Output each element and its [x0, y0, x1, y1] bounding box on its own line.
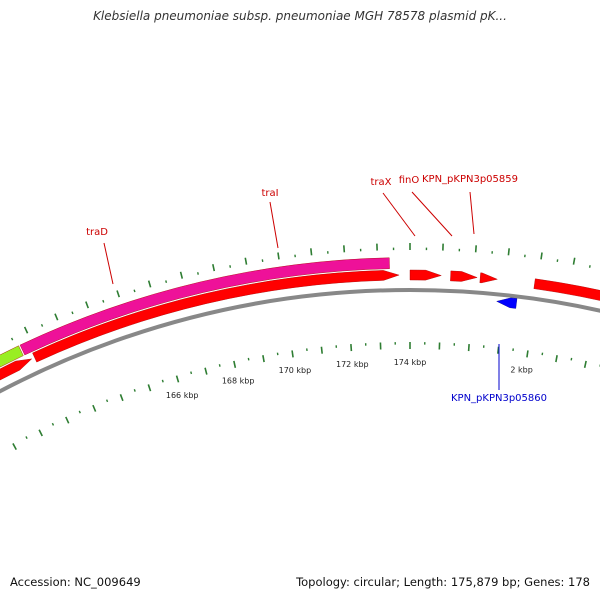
inner-tick: [555, 355, 558, 363]
inner-tick: [147, 384, 152, 392]
gene-label-1: traI: [261, 188, 278, 199]
map-title: Klebsiella pneumoniae subsp. pneumoniae …: [93, 9, 507, 23]
gene-label-5: KPN_pKPN3p05860: [451, 393, 547, 404]
outer-tick: [23, 326, 29, 334]
inner-tick: [583, 360, 587, 368]
tick-label-1: 168 kbp: [222, 376, 255, 385]
gene-label-2: traX: [370, 177, 391, 188]
inner-tick: [320, 346, 323, 354]
inner-tick: [12, 443, 17, 450]
tick-labels: 166 kbp 168 kbp 170 kbp 172 kbp 174 kbp 2 kbp: [166, 358, 533, 400]
inner-tick: [497, 346, 500, 354]
gene-arrow: [479, 272, 498, 284]
inner-tick: [233, 360, 237, 368]
inner-tick: [78, 410, 81, 414]
outer-tick: [40, 323, 44, 327]
gene-label-0: traD: [86, 227, 108, 238]
gene-highlight-trad: [0, 345, 24, 368]
outer-tick: [133, 289, 136, 293]
gene-leader-line: [469, 191, 475, 235]
inner-tick: [92, 404, 97, 412]
gene-arrow: [0, 358, 33, 381]
inner-tick: [291, 350, 294, 358]
inner-tick: [38, 429, 43, 437]
tick-label-0: 166 kbp: [166, 391, 199, 400]
outer-tick: [71, 311, 74, 315]
inner-tick: [204, 367, 208, 375]
gene-leader-line: [269, 201, 279, 249]
tick-label-4: 174 kbp: [394, 358, 427, 367]
inner-tick: [262, 355, 265, 363]
outer-tick: [310, 248, 313, 256]
inner-tick: [119, 394, 124, 402]
inner-tick: [218, 364, 221, 367]
outer-tick: [116, 290, 121, 298]
gene-arrow: [32, 270, 400, 363]
genome-summary: Topology: circular; Length: 175,879 bp; …: [296, 575, 590, 589]
inner-tick-ring: [12, 342, 600, 450]
inner-tick: [51, 422, 55, 426]
outer-tick: [147, 280, 152, 288]
inner-tick: [175, 375, 180, 383]
outer-tick: [212, 264, 216, 272]
gene-arrow: [533, 278, 600, 301]
plasmid-backbone: [0, 288, 600, 394]
outer-tick: [572, 257, 576, 265]
outer-tick: [244, 257, 248, 265]
gene-label-3: finO: [399, 175, 420, 186]
inner-tick: [190, 371, 193, 375]
outer-tick: [165, 280, 168, 284]
gene-label-4: KPN_pKPN3p05859: [422, 174, 518, 185]
gene-arrow: [450, 270, 478, 282]
outer-tick: [197, 272, 199, 275]
gene-labels: traD traI traX finO KPN_pKPN3p05859 KPN_pKPN3…: [86, 174, 547, 404]
inner-tick: [526, 350, 529, 358]
outer-tick: [540, 252, 543, 260]
tick-label-2: 170 kbp: [279, 366, 312, 375]
feature-track: [0, 257, 600, 381]
outer-tick: [54, 313, 59, 321]
outer-tick: [85, 301, 90, 309]
inner-tick: [25, 436, 28, 439]
tick-label-5: 2 kbp: [510, 366, 532, 375]
gene-arrow-reverse: [496, 297, 518, 309]
inner-tick: [161, 379, 164, 383]
outer-tick: [277, 252, 280, 260]
inner-tick: [133, 389, 136, 392]
inner-tick: [65, 416, 70, 424]
outer-tick: [179, 271, 184, 279]
outer-tick: [102, 299, 105, 303]
inner-tick: [105, 399, 109, 403]
outer-tick: [10, 337, 14, 341]
accession-text: Accession: NC_009649: [10, 575, 141, 589]
gene-leader-line: [411, 191, 453, 237]
outer-tick: [507, 248, 510, 256]
gene-arrow: [409, 269, 442, 281]
gene-leader-line: [103, 242, 114, 285]
gene-leader-line: [382, 192, 416, 237]
outer-tick-ring: [10, 243, 591, 341]
tick-label-3: 172 kbp: [336, 360, 369, 369]
